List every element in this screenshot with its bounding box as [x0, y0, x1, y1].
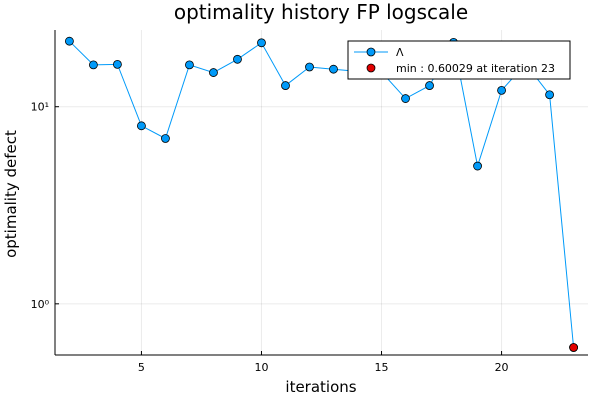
data-point — [281, 81, 290, 90]
chart-title: optimality history FP logscale — [174, 0, 468, 24]
data-point — [425, 81, 434, 90]
data-point — [89, 60, 98, 70]
data-point — [305, 62, 314, 72]
x-axis-label: iterations — [285, 378, 356, 396]
legend-label: min : 0.60029 at iteration 23 — [396, 62, 555, 75]
y-tick-label: 10¹ — [31, 101, 49, 114]
data-point — [257, 38, 266, 48]
x-tick-label: 10 — [254, 361, 268, 374]
data-point — [209, 68, 218, 77]
data-point — [497, 85, 506, 95]
y-axis-label: optimality defect — [2, 130, 20, 258]
data-point — [233, 54, 242, 64]
data-point — [161, 134, 170, 143]
x-tick-label: 20 — [495, 361, 509, 374]
data-point — [185, 60, 194, 70]
legend-marker-swatch — [366, 63, 376, 73]
grid-layer — [55, 30, 588, 355]
legend-marker-swatch — [366, 47, 376, 57]
data-point — [329, 64, 338, 74]
legend-label: Λ — [396, 46, 404, 59]
data-point — [137, 121, 146, 131]
x-tick-label: 15 — [375, 361, 389, 374]
axes-layer: 5 10 15 20 10⁰ 10¹ — [31, 30, 588, 374]
y-tick-label: 10⁰ — [31, 298, 50, 311]
data-point — [113, 59, 122, 69]
x-tick-label: 5 — [138, 361, 145, 374]
series-layer — [65, 36, 578, 352]
data-point — [545, 90, 554, 100]
min-point — [569, 343, 578, 352]
series-line — [69, 40, 575, 348]
data-point — [401, 94, 410, 103]
legend-box — [347, 40, 571, 80]
data-point — [65, 36, 74, 46]
data-point — [473, 161, 482, 171]
